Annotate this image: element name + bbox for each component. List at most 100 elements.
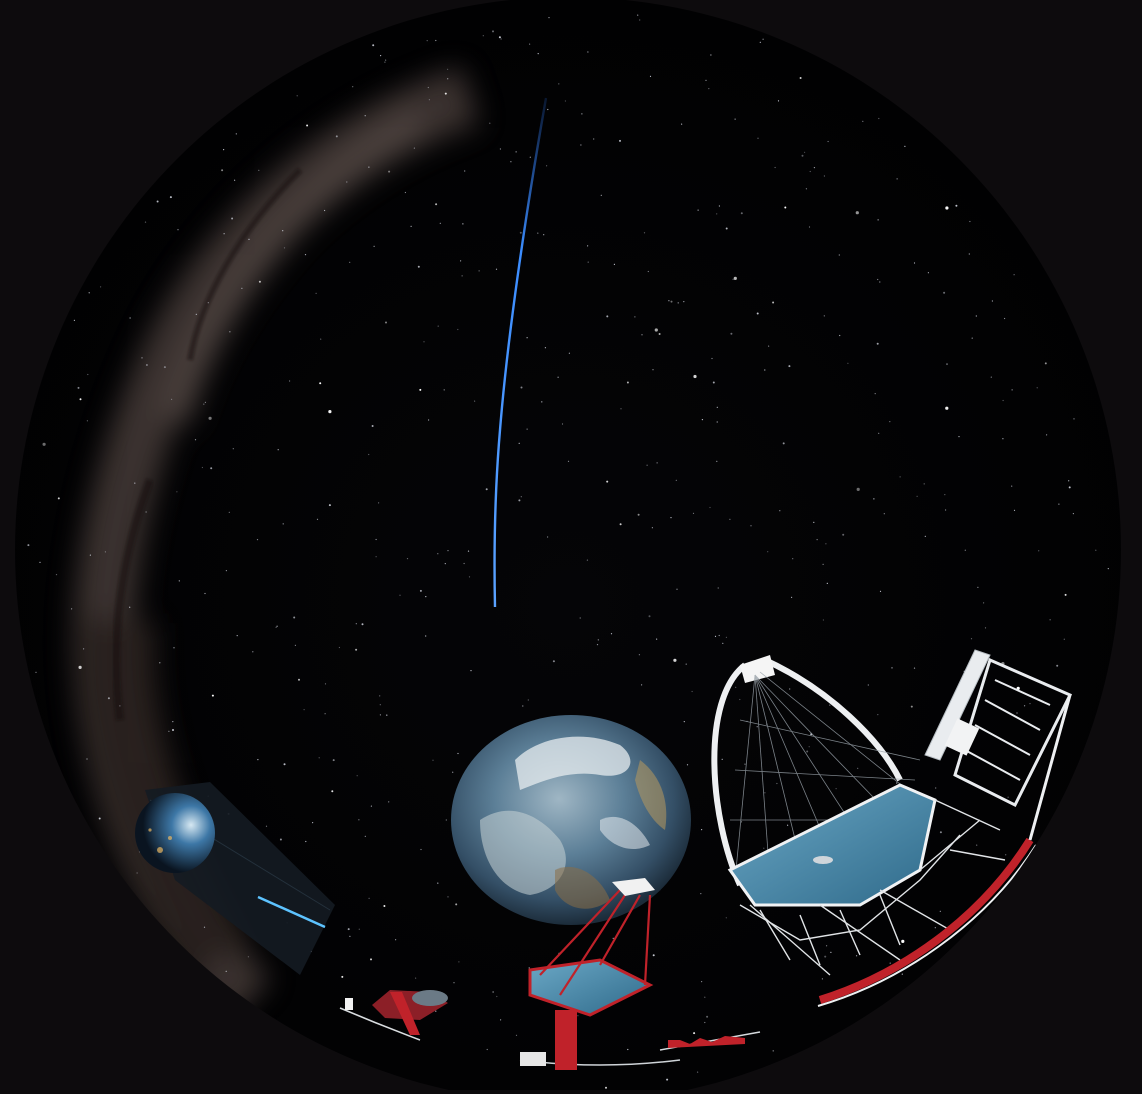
star — [159, 662, 161, 664]
star — [708, 88, 710, 90]
star — [462, 223, 464, 225]
star — [1068, 480, 1070, 482]
star — [318, 757, 320, 759]
star — [207, 302, 209, 304]
star — [368, 453, 370, 456]
star — [610, 633, 613, 635]
medium-telescope — [519, 878, 681, 1070]
star — [652, 954, 655, 957]
star — [658, 333, 661, 335]
star — [425, 596, 427, 598]
star — [830, 951, 832, 954]
star — [705, 79, 707, 81]
star — [945, 509, 947, 511]
star — [335, 135, 338, 138]
star — [499, 148, 501, 150]
star — [384, 61, 386, 63]
star — [145, 511, 147, 513]
star — [825, 543, 827, 545]
star — [282, 230, 284, 232]
star — [976, 844, 978, 846]
star — [223, 233, 225, 235]
star — [375, 538, 377, 541]
star — [208, 416, 212, 420]
star — [1013, 509, 1016, 511]
star — [829, 704, 831, 706]
star — [452, 771, 454, 773]
star — [822, 563, 824, 566]
star — [498, 36, 501, 39]
star — [210, 467, 213, 470]
star — [1002, 399, 1004, 402]
star — [740, 821, 743, 823]
star — [107, 697, 110, 700]
star — [561, 423, 564, 425]
star — [500, 38, 502, 40]
star — [691, 690, 693, 693]
star — [725, 636, 728, 639]
star — [791, 596, 793, 599]
star — [646, 464, 648, 466]
star — [943, 291, 946, 294]
star — [144, 221, 147, 223]
star — [706, 1015, 709, 1018]
star — [876, 342, 879, 345]
star — [203, 403, 205, 405]
star — [89, 554, 91, 556]
star — [98, 817, 101, 820]
star — [946, 363, 948, 366]
star — [945, 206, 949, 210]
star — [627, 1048, 629, 1051]
star — [744, 763, 746, 765]
star — [626, 381, 629, 384]
star — [666, 1078, 669, 1081]
star — [1095, 549, 1097, 551]
star — [605, 1086, 607, 1089]
star — [522, 705, 524, 707]
star — [971, 337, 973, 339]
star — [39, 561, 41, 564]
satellite-streak — [257, 895, 326, 929]
star — [419, 388, 422, 391]
star — [613, 263, 616, 265]
star — [304, 254, 307, 256]
red-rail — [818, 837, 1034, 1004]
star — [42, 442, 46, 446]
star — [580, 144, 582, 146]
star — [386, 714, 388, 716]
star — [983, 602, 985, 604]
star — [643, 232, 646, 234]
star — [704, 996, 706, 998]
star — [804, 151, 806, 153]
star — [378, 502, 380, 504]
star — [730, 332, 733, 335]
star — [722, 642, 724, 645]
star — [320, 338, 322, 340]
star — [910, 705, 913, 708]
star — [968, 253, 970, 255]
star — [891, 667, 893, 669]
star — [725, 917, 727, 919]
star — [492, 30, 494, 33]
star — [587, 245, 589, 247]
star — [520, 496, 522, 498]
star — [361, 623, 364, 626]
star — [316, 518, 319, 520]
star — [552, 660, 555, 663]
star — [638, 654, 641, 656]
star — [168, 730, 170, 732]
star — [878, 117, 880, 120]
star — [346, 181, 348, 183]
star — [913, 667, 916, 669]
camera-support-tower — [924, 649, 1073, 808]
star — [447, 550, 449, 552]
star — [557, 376, 559, 378]
star — [735, 686, 737, 688]
star — [156, 200, 159, 203]
star — [546, 165, 548, 167]
star — [437, 882, 439, 884]
star — [1029, 703, 1031, 705]
star — [388, 801, 390, 803]
star — [194, 439, 197, 441]
star — [764, 369, 766, 371]
